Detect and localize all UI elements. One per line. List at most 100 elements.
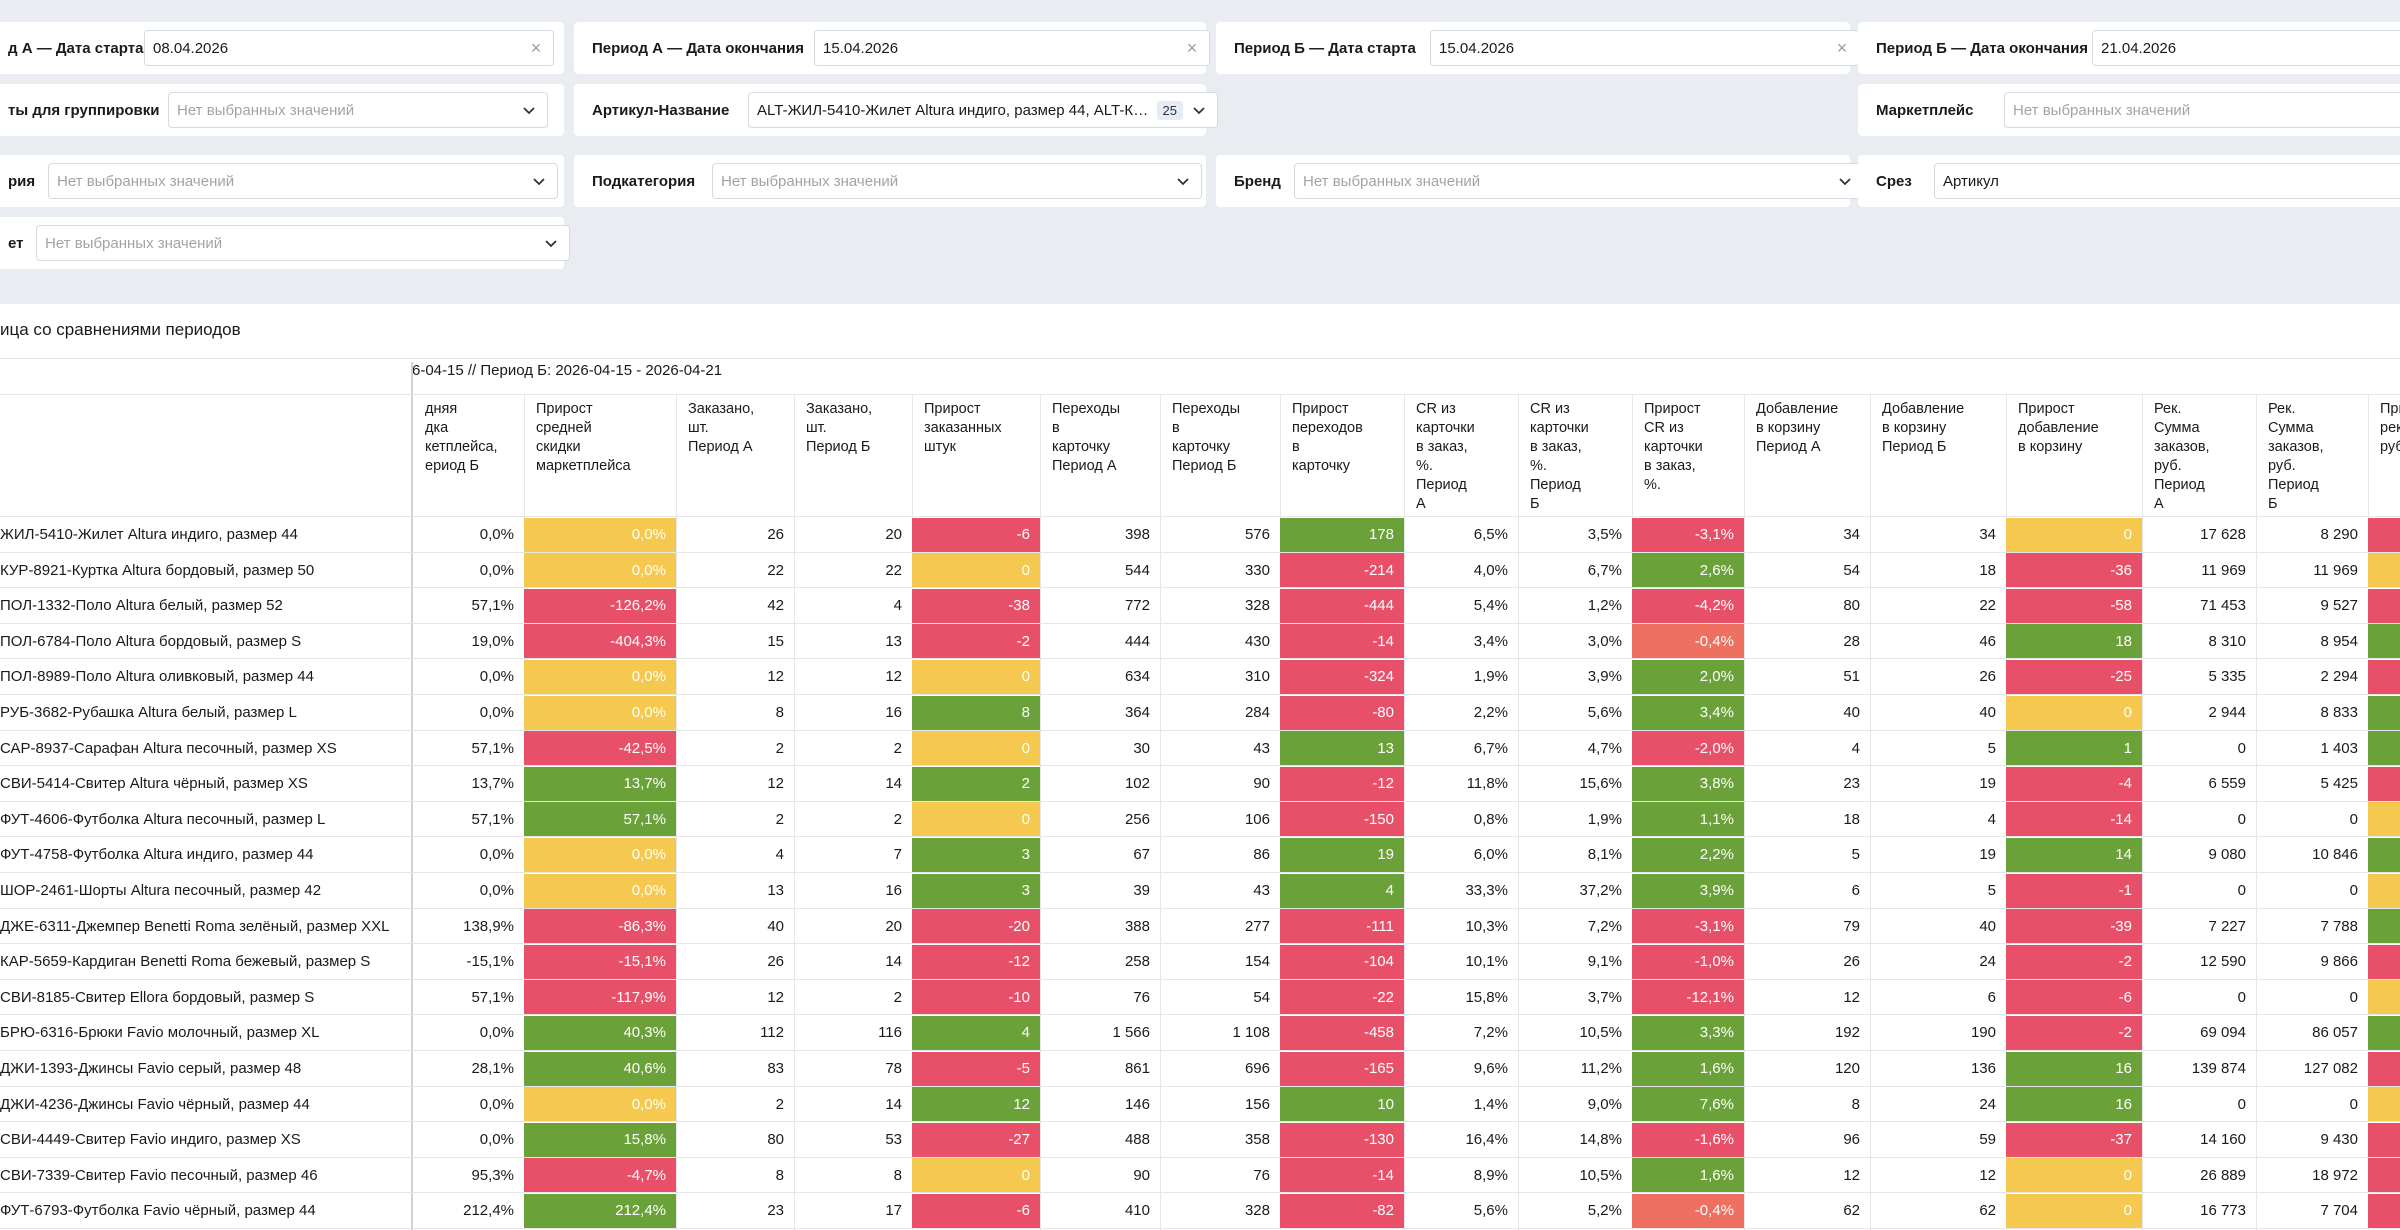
table-row-name[interactable]: ШОР-2461-Шорты Altura песочный, размер 4…	[0, 882, 322, 899]
select-input[interactable]: ALT-ЖИЛ-5410-Жилет Altura индиго, размер…	[748, 92, 1218, 128]
column-separator	[1040, 394, 1041, 1230]
table-cell: 2 294	[2320, 668, 2358, 686]
table-cell: 2,0%	[1632, 659, 1744, 694]
column-header[interactable]: Добавление в корзину Период А	[1756, 401, 1839, 455]
chevron-down-icon[interactable]	[1833, 169, 1857, 193]
table-row-name[interactable]: БРЮ-6316-Брюки Favio молочный, размер XL	[0, 1024, 320, 1042]
column-header[interactable]: дняя дка кетплейса, ериод Б	[425, 401, 498, 474]
table-cell: 46	[1979, 632, 1996, 650]
date-input[interactable]: 15.04.2026 ×	[1430, 30, 1860, 66]
clear-icon[interactable]: ×	[1186, 37, 1198, 58]
table-cell: 0	[2349, 1095, 2358, 1113]
table-cell: -6	[912, 1193, 1040, 1228]
table-row-name[interactable]: ДЖИ-4236-Джинсы Favio чёрный, размер 44	[0, 1095, 310, 1113]
date-input[interactable]: 15.04.2026 ×	[814, 30, 1210, 66]
column-header[interactable]: При рек руб	[2380, 401, 2400, 455]
table-cell: 634	[1124, 668, 1150, 686]
column-separator	[1404, 394, 1405, 1230]
table-row-name[interactable]: СВИ-8185-Свитер Ellora бордовый, размер …	[0, 988, 315, 1006]
table-cell: 8	[775, 1166, 784, 1184]
select-input[interactable]: Нет выбранных значений	[36, 225, 570, 261]
column-header[interactable]: Прирост CR из карточки в заказ, %.	[1644, 401, 1703, 493]
row-divider	[0, 978, 2400, 980]
table-cell: 6	[1851, 882, 1860, 899]
table-row-name[interactable]: ПОЛ-6784-Поло Altura бордовый, размер S	[0, 632, 302, 650]
column-header[interactable]: Рек. Сумма заказов, руб. Период Б	[2268, 401, 2324, 512]
column-header[interactable]: Прирост добавление в корзину	[2018, 401, 2099, 455]
clear-icon[interactable]: ×	[530, 37, 542, 58]
table-cell: 388	[1124, 917, 1150, 935]
filter-value: ALT-ЖИЛ-5410-Жилет Altura индиго, размер…	[757, 101, 1157, 119]
date-input[interactable]: 21.04.2026×	[2092, 30, 2400, 66]
column-header[interactable]: Заказано, шт. Период Б	[806, 401, 873, 455]
date-input[interactable]: 08.04.2026 ×	[144, 30, 554, 66]
table-cell: 13	[885, 632, 902, 650]
table-cell: 9 430	[2320, 1131, 2358, 1149]
table-row-name[interactable]: СВИ-4449-Свитер Favio индиго, размер XS	[0, 1131, 301, 1149]
table-cell: 16,4%	[1465, 1131, 1508, 1149]
column-header[interactable]: CR из карточки в заказ, %. Период А	[1416, 401, 1475, 512]
table-cell: -58	[2006, 588, 2142, 623]
table-cell: 0	[912, 553, 1040, 588]
column-separator	[1870, 394, 1871, 1230]
table-cell: 5 335	[2208, 668, 2246, 686]
table-row-name[interactable]: ПОЛ-1332-Поло Altura белый, размер 52	[0, 597, 283, 615]
table-row-name[interactable]: ФУТ-4606-Футболка Altura песочный, разме…	[0, 810, 326, 828]
table-cell: 13,7%	[524, 766, 676, 801]
table-row-name[interactable]: КАР-5659-Кардиган Benetti Roma бежевый, …	[0, 953, 371, 971]
table-row-name[interactable]: ДЖЕ-6311-Джемпер Benetti Roma зелёный, р…	[0, 917, 390, 935]
column-header[interactable]: Прирост заказанных штук	[924, 401, 1002, 455]
column-header[interactable]: Переходы в карточку Период А	[1052, 401, 1121, 474]
select-input[interactable]: Нет выбранных значений	[168, 92, 548, 128]
table-row-name[interactable]: САР-8937-Сарафан Altura песочный, размер…	[0, 739, 337, 757]
column-header[interactable]: Переходы в карточку Период Б	[1172, 401, 1241, 474]
filter-label: рия	[8, 172, 36, 190]
table-cell: 2 944	[2208, 704, 2246, 721]
clear-icon[interactable]: ×	[1836, 37, 1848, 58]
table-row-name[interactable]: РУБ-3682-Рубашка Altura белый, размер L	[0, 704, 297, 721]
frozen-column-splitter[interactable]	[411, 362, 413, 1230]
filter-placeholder: Нет выбранных значений	[1303, 172, 1481, 190]
table-cell: 3	[912, 837, 1040, 872]
select-input[interactable]: Нет выбранных значений	[48, 163, 558, 199]
column-header[interactable]: Прирост переходов в карточку	[1292, 401, 1363, 474]
table-row-name[interactable]: ФУТ-4758-Футболка Altura индиго, размер …	[0, 846, 314, 864]
table-cell: 28	[1843, 632, 1860, 650]
select-input[interactable]: Нет выбранных значений	[2004, 92, 2400, 128]
column-header[interactable]: CR из карточки в заказ, %. Период Б	[1530, 401, 1589, 512]
table-row-name[interactable]: ДЖИ-1393-Джинсы Favio серый, размер 48	[0, 1060, 302, 1077]
table-cell: 43	[1253, 739, 1270, 757]
table-cell: 40,3%	[524, 1015, 676, 1050]
column-header[interactable]: Добавление в корзину Период Б	[1882, 401, 1965, 455]
table-cell: 24	[1979, 1095, 1996, 1113]
table-cell: 59	[1979, 1131, 1996, 1149]
table-cell: 40	[1979, 917, 1996, 935]
table-cell: 178	[1280, 517, 1404, 552]
chevron-down-icon[interactable]	[1171, 169, 1195, 193]
table-cell: 40	[767, 917, 784, 935]
chevron-down-icon[interactable]	[517, 98, 541, 122]
table-row-name[interactable]: ЖИЛ-5410-Жилет Altura индиго, размер 44	[0, 526, 298, 543]
chevron-down-icon[interactable]	[1187, 98, 1211, 122]
table-cell: 76	[1253, 1166, 1270, 1184]
column-header[interactable]: Рек. Сумма заказов, руб. Период А	[2154, 401, 2210, 512]
table-row-name[interactable]: ФУТ-6793-Футболка Favio чёрный, размер 4…	[0, 1202, 316, 1220]
select-input[interactable]: Нет выбранных значений	[712, 163, 1202, 199]
table-row-name[interactable]: КУР-8921-Куртка Altura бордовый, размер …	[0, 561, 315, 579]
table-cell: 3,0%	[1587, 632, 1622, 650]
table-row-name[interactable]: СВИ-5414-Свитер Altura чёрный, размер XS	[0, 775, 308, 793]
table-row-name[interactable]: СВИ-7339-Свитер Favio песочный, размер 4…	[0, 1166, 318, 1184]
chevron-down-icon[interactable]	[527, 169, 551, 193]
table-cell: 19	[1280, 837, 1404, 872]
select-input[interactable]: Нет выбранных значений	[1294, 163, 1864, 199]
table-cell: 2,2%	[1473, 704, 1508, 721]
table-cell: 8,1%	[1587, 846, 1622, 864]
column-header[interactable]: Заказано, шт. Период А	[688, 401, 755, 455]
table-row-name[interactable]: ПОЛ-8989-Поло Altura оливковый, размер 4…	[0, 668, 314, 686]
select-input[interactable]: Артикул	[1934, 163, 2400, 199]
row-divider	[0, 1228, 2400, 1229]
chevron-down-icon[interactable]	[539, 231, 563, 255]
column-header[interactable]: Прирост средней скидки маркетплейса	[536, 401, 631, 474]
table-cell: 26	[1979, 668, 1996, 686]
column-separator	[1518, 394, 1519, 1230]
